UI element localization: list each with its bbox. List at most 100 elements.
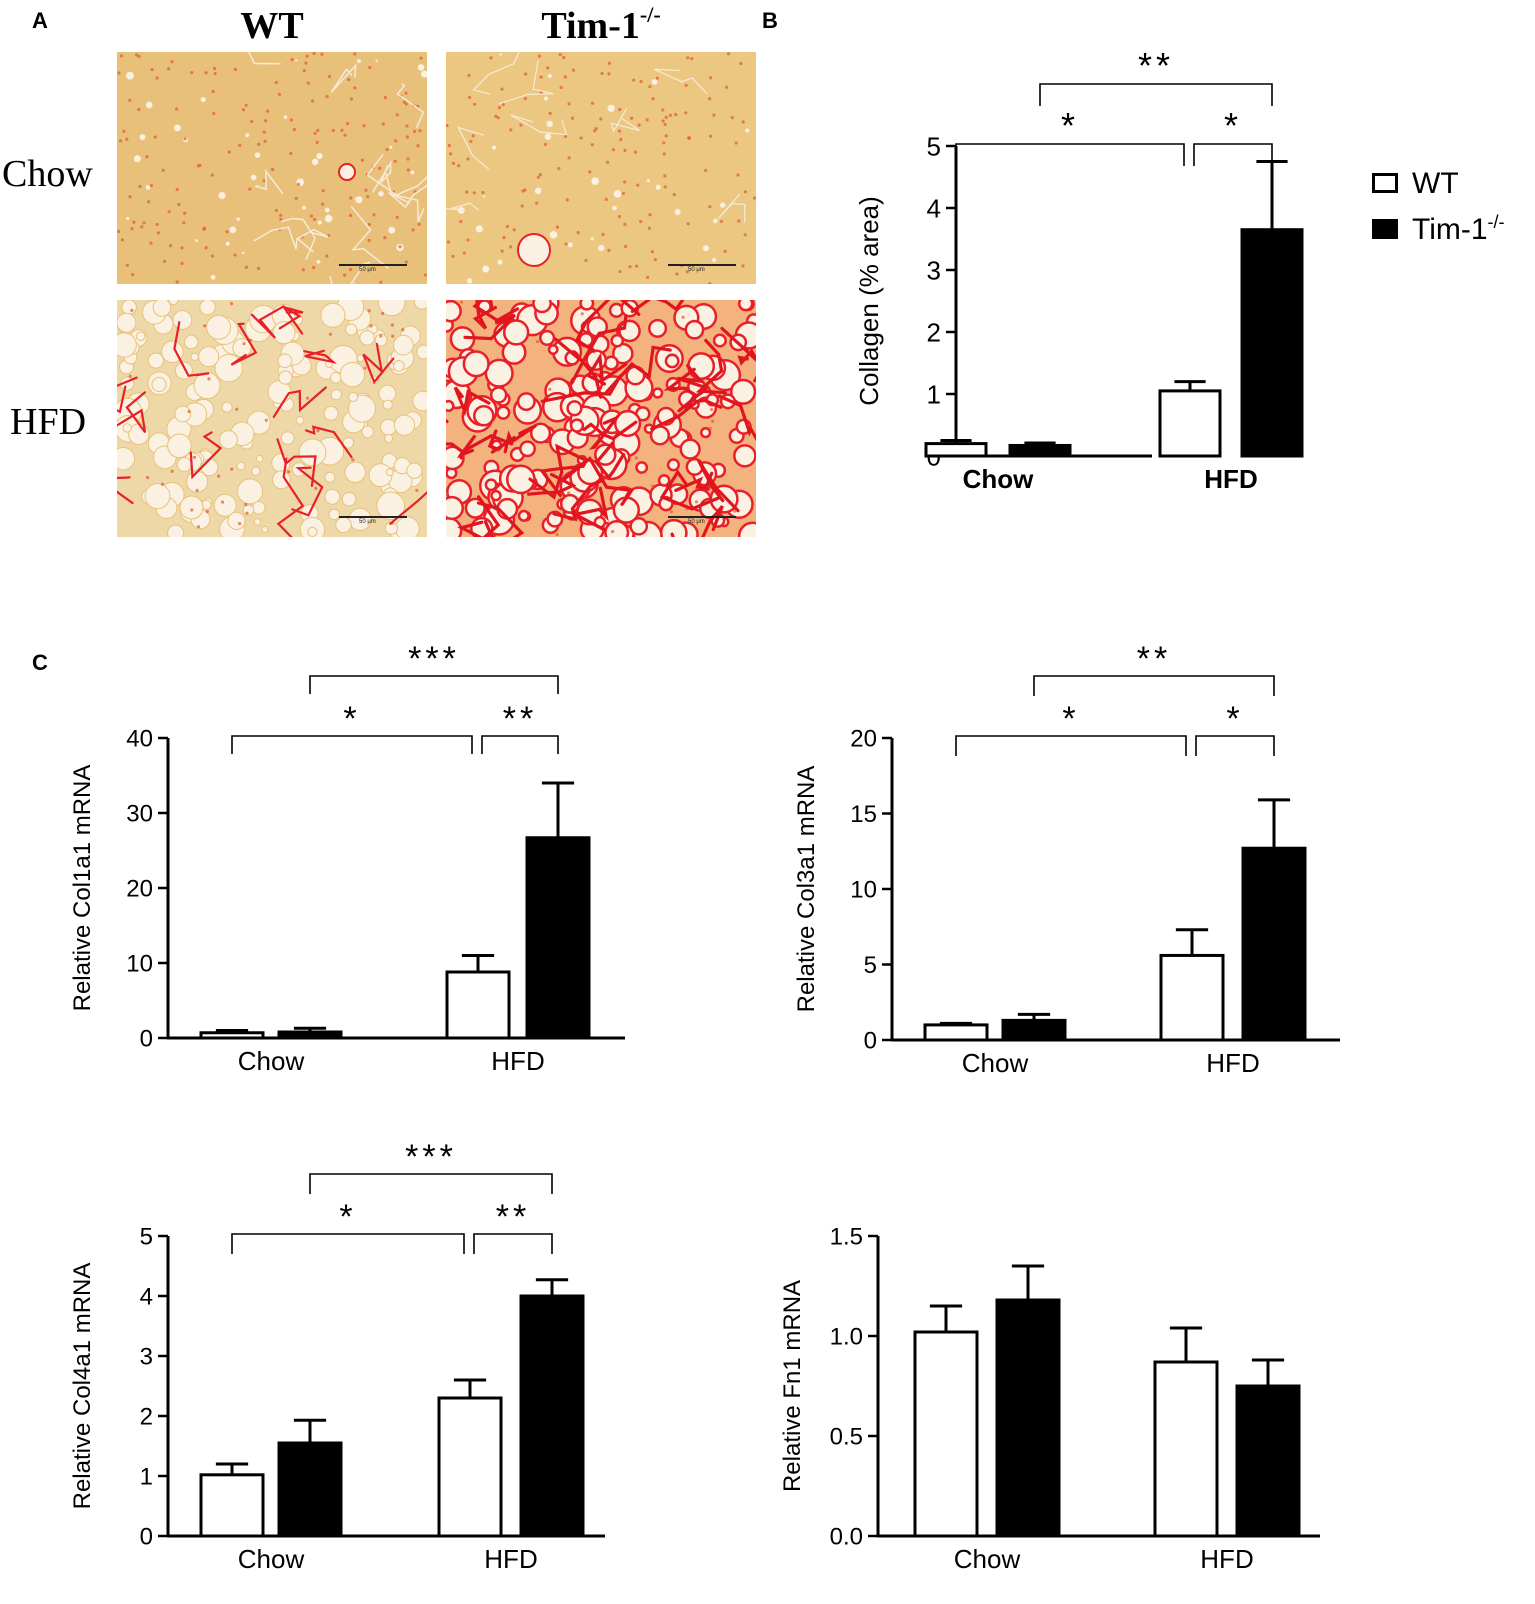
y-tick-label: 15 <box>850 801 877 828</box>
significance-label: * <box>339 1198 356 1236</box>
bar-chow-wt <box>924 442 988 458</box>
y-axis-label: Collagen (% area) <box>854 196 884 406</box>
bar-chow-tim1 <box>277 1030 343 1040</box>
scale-bar: 50 μm <box>339 264 407 273</box>
micrograph-row-hfd: HFD <box>10 401 87 443</box>
significance-label: ** <box>1137 640 1171 678</box>
bar-hfd-wt <box>437 1396 503 1538</box>
significance-bracket <box>231 735 473 754</box>
y-axis-label: Relative Col3a1 mRNA <box>793 766 820 1013</box>
y-axis-label: Relative Fn1 mRNA <box>779 1280 806 1492</box>
micrograph-wt-chow: 50 μm <box>117 52 427 284</box>
significance-label: * <box>1224 105 1242 146</box>
y-tick-label: 0 <box>864 1028 877 1055</box>
y-tick-label: 5 <box>927 131 941 161</box>
significance-label: ** <box>496 1198 530 1236</box>
significance-label: * <box>1061 105 1079 146</box>
x-category-label: HFD <box>491 1046 544 1076</box>
bar-hfd-tim1 <box>519 1294 585 1538</box>
y-tick-label: 2 <box>140 1404 153 1431</box>
y-axis-label: Relative Col4a1 mRNA <box>69 1263 96 1510</box>
bar-chow-wt <box>923 1023 989 1042</box>
significance-bracket <box>481 735 559 754</box>
y-tick-label: 0 <box>140 1524 153 1551</box>
significance-label: * <box>1226 700 1243 738</box>
y-tick-label: 1 <box>927 379 941 409</box>
significance-bracket <box>309 675 559 694</box>
scale-bar: 50 μm <box>668 516 736 525</box>
significance-bracket <box>955 735 1187 756</box>
bar-chow-tim1 <box>1008 443 1072 458</box>
legend-item-tim1: Tim-1-/- <box>1372 206 1505 252</box>
significance-bracket <box>955 143 1185 166</box>
legend-label-tim1: Tim-1-/- <box>1412 211 1505 246</box>
y-tick-label: 4 <box>140 1284 153 1311</box>
bar-hfd-tim1 <box>525 836 591 1040</box>
panel-letter-a: A <box>32 8 48 33</box>
y-tick-label: 0.5 <box>830 1424 863 1451</box>
y-tick-label: 0 <box>140 1026 153 1053</box>
micrograph-wt-hfd: 50 μm <box>117 300 427 537</box>
y-tick-label: 3 <box>927 255 941 285</box>
x-category-label: Chow <box>238 1544 305 1574</box>
y-tick-label: 10 <box>850 877 877 904</box>
legend-item-wt: WT <box>1372 160 1505 206</box>
x-category-label: HFD <box>1206 1048 1259 1078</box>
y-tick-label: 3 <box>140 1344 153 1371</box>
y-tick-label: 10 <box>126 951 153 978</box>
micrograph-column-wt: WT <box>240 5 304 47</box>
scale-bar: 50 μm <box>668 264 736 273</box>
micrograph-column-tim1: Tim-1-/- <box>541 2 661 47</box>
y-tick-label: 40 <box>126 726 153 753</box>
bar-hfd-tim1 <box>1240 228 1304 458</box>
bar-chow-wt <box>199 1473 265 1538</box>
x-category-label: HFD <box>1200 1544 1253 1574</box>
bar-chow-wt <box>913 1330 979 1538</box>
bar-chow-tim1 <box>277 1441 343 1538</box>
micrograph-tim1-hfd: 50 μm <box>446 300 756 537</box>
x-category-label: HFD <box>1204 464 1257 494</box>
y-tick-label: 4 <box>927 193 941 223</box>
y-axis-label: Relative Col1a1 mRNA <box>69 765 96 1012</box>
x-category-label: Chow <box>954 1544 1021 1574</box>
y-tick-label: 2 <box>927 317 941 347</box>
y-tick-label: 0.0 <box>830 1524 863 1551</box>
significance-label: ** <box>1138 45 1174 86</box>
panel-letter-c: C <box>32 650 48 675</box>
micrograph-row-chow: Chow <box>2 153 93 195</box>
bar-hfd-tim1 <box>1235 1384 1301 1538</box>
y-tick-label: 5 <box>140 1224 153 1251</box>
y-tick-label: 1 <box>140 1464 153 1491</box>
y-tick-label: 20 <box>126 876 153 903</box>
x-category-label: HFD <box>484 1544 537 1574</box>
bar-chow-tim1 <box>995 1298 1061 1538</box>
bar-hfd-tim1 <box>1241 846 1307 1042</box>
significance-label: *** <box>405 1138 457 1176</box>
significance-bracket <box>473 1233 553 1254</box>
significance-bracket <box>1193 143 1273 166</box>
significance-label: *** <box>408 640 460 678</box>
bar-hfd-wt <box>1159 953 1225 1042</box>
legend: WT Tim-1-/- <box>1372 160 1505 252</box>
significance-bracket <box>1033 675 1275 696</box>
significance-label: * <box>1062 700 1079 738</box>
significance-label: ** <box>503 700 537 738</box>
significance-bracket <box>1039 83 1273 106</box>
bar-chow-tim1 <box>1001 1018 1067 1042</box>
y-tick-label: 30 <box>126 801 153 828</box>
significance-label: * <box>343 700 360 738</box>
significance-bracket <box>231 1233 465 1254</box>
y-tick-label: 1.5 <box>830 1224 863 1251</box>
significance-bracket <box>1195 735 1275 756</box>
bar-hfd-wt <box>1158 389 1222 458</box>
panel-letter-b: B <box>762 8 778 33</box>
x-category-label: Chow <box>238 1046 305 1076</box>
scale-bar: 50 μm <box>339 516 407 525</box>
x-category-label: Chow <box>962 1048 1029 1078</box>
legend-swatch-tim1 <box>1372 219 1398 239</box>
legend-swatch-wt <box>1372 173 1398 193</box>
